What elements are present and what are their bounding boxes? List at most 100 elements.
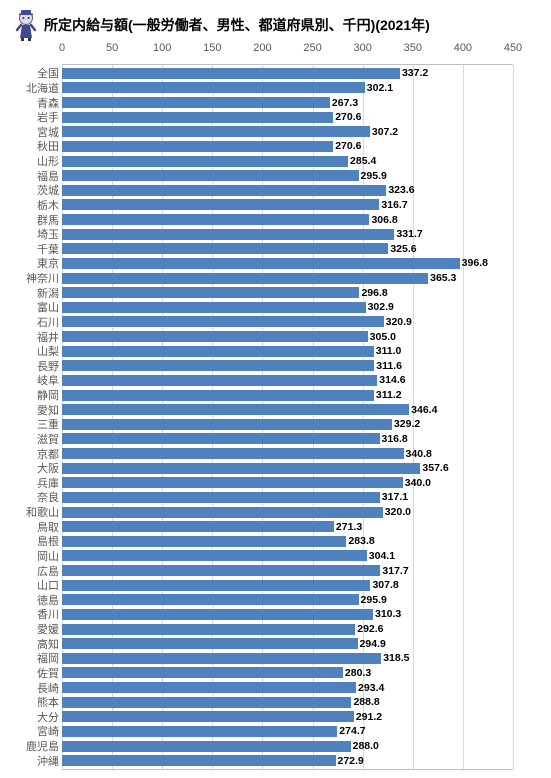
bar — [62, 477, 403, 488]
bar — [62, 156, 348, 167]
bar-row: 茨城323.6 — [62, 183, 513, 197]
bar-row: 富山302.9 — [62, 300, 513, 314]
bar-row: 岡山304.1 — [62, 549, 513, 563]
bar — [62, 331, 368, 342]
category-label: 新潟 — [37, 285, 62, 301]
x-tick-label: 450 — [504, 42, 522, 54]
category-label: 島根 — [37, 533, 62, 549]
bar-row: 和歌山320.0 — [62, 505, 513, 519]
bar-row: 福島295.9 — [62, 169, 513, 183]
chart-title: 所定内給与額(一般労働者、男性、都道府県別、千円)(2021年) — [44, 15, 430, 35]
category-label: 三重 — [37, 416, 62, 432]
value-label: 302.1 — [365, 82, 393, 94]
bar — [62, 375, 377, 386]
category-label: 石川 — [37, 314, 62, 330]
value-label: 272.9 — [336, 755, 364, 767]
value-label: 305.0 — [368, 331, 396, 343]
value-label: 307.8 — [370, 579, 398, 591]
bar — [62, 609, 373, 620]
category-label: 宮崎 — [37, 723, 62, 739]
bar-row: 北海道302.1 — [62, 81, 513, 95]
value-label: 329.2 — [392, 418, 420, 430]
value-label: 283.8 — [346, 535, 374, 547]
bar-row: 東京396.8 — [62, 256, 513, 270]
bar-row: 石川320.9 — [62, 315, 513, 329]
x-tick-label: 100 — [153, 42, 171, 54]
value-label: 325.6 — [388, 243, 416, 255]
bar-row: 島根283.8 — [62, 534, 513, 548]
bar-row: 静岡311.2 — [62, 388, 513, 402]
category-label: 山形 — [37, 153, 62, 169]
value-label: 340.0 — [403, 477, 431, 489]
x-tick-label: 250 — [303, 42, 321, 54]
value-label: 316.7 — [379, 199, 407, 211]
bar-row: 長崎293.4 — [62, 681, 513, 695]
x-tick-label: 50 — [106, 42, 118, 54]
bar-row: 広島317.7 — [62, 564, 513, 578]
bar — [62, 550, 367, 561]
bar — [62, 404, 409, 415]
category-label: 高知 — [37, 636, 62, 652]
bar-row: 岐阜314.6 — [62, 373, 513, 387]
category-label: 宮城 — [37, 124, 62, 140]
gridline — [513, 65, 514, 769]
value-label: 316.8 — [380, 433, 408, 445]
x-tick-label: 300 — [353, 42, 371, 54]
category-label: 静岡 — [37, 387, 62, 403]
value-label: 320.9 — [384, 316, 412, 328]
x-tick-label: 150 — [203, 42, 221, 54]
value-label: 310.3 — [373, 608, 401, 620]
bar-row: 香川310.3 — [62, 607, 513, 621]
value-label: 288.8 — [351, 696, 379, 708]
bar-row: 沖縄272.9 — [62, 754, 513, 768]
category-label: 岩手 — [37, 109, 62, 125]
value-label: 280.3 — [343, 667, 371, 679]
category-label: 香川 — [37, 606, 62, 622]
title-row: 所定内給与額(一般労働者、男性、都道府県別、千円)(2021年) — [8, 8, 543, 42]
bar — [62, 112, 333, 123]
category-label: 兵庫 — [37, 475, 62, 491]
mascot-icon — [12, 8, 40, 42]
bar — [62, 433, 380, 444]
value-label: 288.0 — [351, 740, 379, 752]
bar-row: 埼玉331.7 — [62, 227, 513, 241]
bar — [62, 492, 380, 503]
category-label: 埼玉 — [37, 226, 62, 242]
plot-area: 050100150200250300350400450 全国337.2北海道30… — [62, 42, 513, 770]
category-label: 福岡 — [37, 650, 62, 666]
bar-row: 山口307.8 — [62, 578, 513, 592]
category-label: 京都 — [37, 446, 62, 462]
category-label: 東京 — [37, 255, 62, 271]
category-label: 全国 — [37, 65, 62, 81]
bar — [62, 667, 343, 678]
category-label: 奈良 — [37, 489, 62, 505]
bar — [62, 170, 359, 181]
bar-row: 山梨311.0 — [62, 344, 513, 358]
category-label: 滋賀 — [37, 431, 62, 447]
category-label: 鹿児島 — [26, 738, 62, 754]
bar-row: 秋田270.6 — [62, 139, 513, 153]
bar — [62, 287, 359, 298]
bar-row: 鳥取271.3 — [62, 520, 513, 534]
bars-group: 全国337.2北海道302.1青森267.3岩手270.6宮城307.2秋田27… — [62, 64, 513, 770]
bar — [62, 565, 380, 576]
bar — [62, 141, 333, 152]
value-label: 311.6 — [374, 360, 402, 372]
bar — [62, 624, 355, 635]
bar — [62, 273, 428, 284]
value-label: 317.1 — [380, 491, 408, 503]
category-label: 熊本 — [37, 694, 62, 710]
bar — [62, 741, 351, 752]
bar — [62, 507, 383, 518]
value-label: 307.2 — [370, 126, 398, 138]
bar — [62, 126, 370, 137]
bar-row: 全国337.2 — [62, 66, 513, 80]
value-label: 311.2 — [374, 389, 402, 401]
value-label: 271.3 — [334, 521, 362, 533]
category-label: 鳥取 — [37, 519, 62, 535]
category-label: 長崎 — [37, 680, 62, 696]
category-label: 千葉 — [37, 241, 62, 257]
x-tick-label: 200 — [253, 42, 271, 54]
bar — [62, 97, 330, 108]
bar — [62, 419, 392, 430]
